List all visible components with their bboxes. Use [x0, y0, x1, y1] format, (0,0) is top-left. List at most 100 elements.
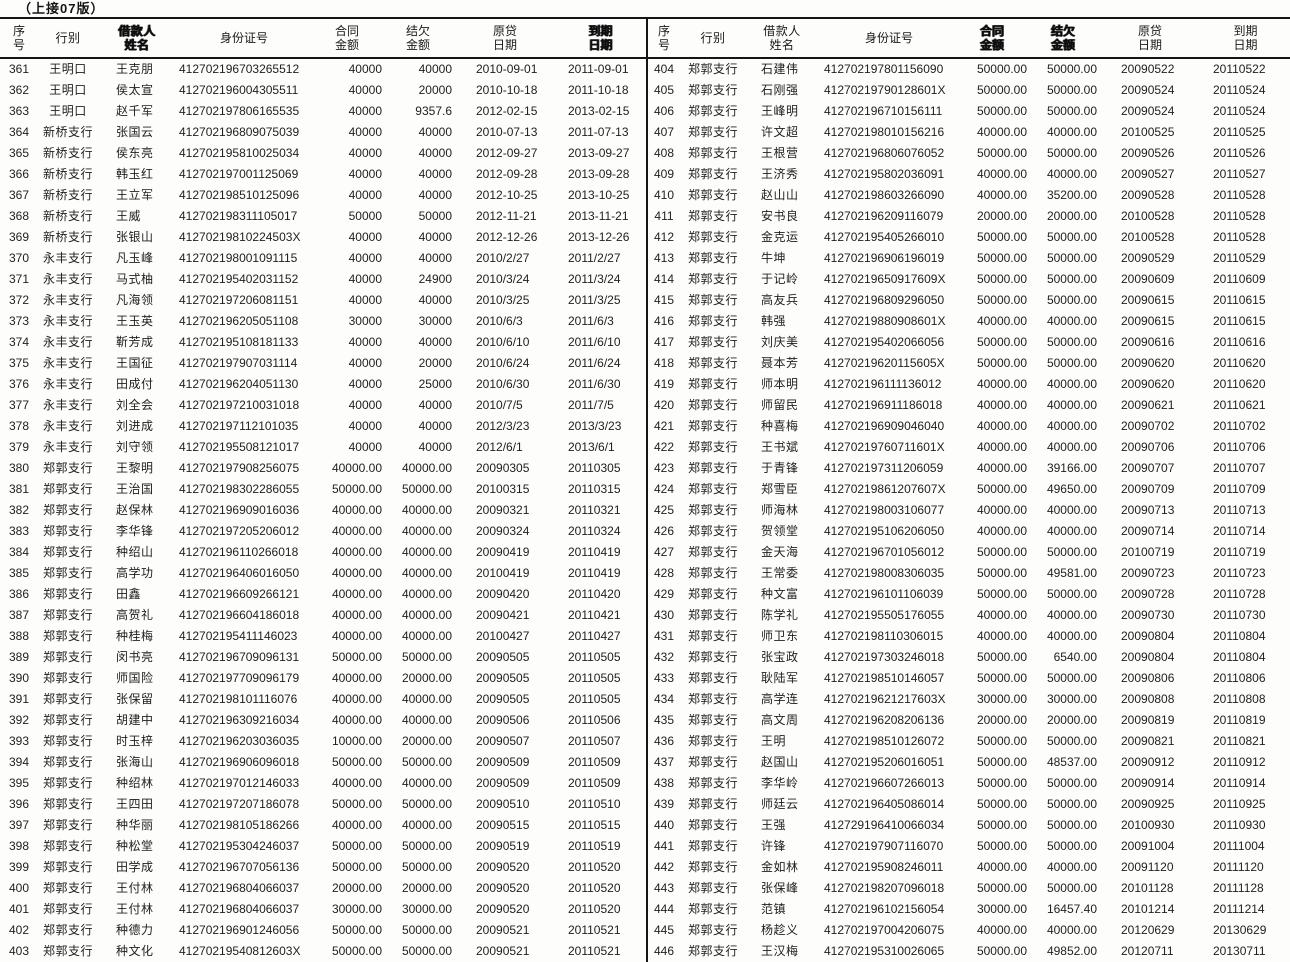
- loan-date-cell: 20090522: [1121, 62, 1175, 76]
- contract-amount-cell: 50000.00: [976, 776, 1027, 790]
- contract-amount-cell: 40000.00: [976, 629, 1027, 643]
- branch-cell: 郑郭支行: [687, 104, 738, 118]
- outstanding-amount-cell: 35200.00: [1046, 188, 1097, 202]
- contract-amount-cell: 40000.00: [976, 167, 1027, 181]
- outstanding-amount-cell: 9357.6: [415, 104, 452, 118]
- column-header-id-number: 身份证号: [176, 19, 312, 57]
- column-header-line: 日期: [588, 38, 613, 52]
- table-row: 446 郑郭支行 王汉梅 412702195310026065 50000.00 4985…: [645, 941, 1290, 962]
- contract-amount-cell: 50000.00: [976, 881, 1027, 895]
- table-row: 390 郑郭支行 师国险 412702197709096179 40000.00 2000…: [0, 668, 645, 689]
- due-date-cell: 20110528: [1213, 188, 1266, 202]
- contract-amount-cell: 40000: [348, 125, 382, 139]
- table-row: 363 王明口 赵千军 412702197806165535 40000 9357.6 20…: [0, 101, 645, 122]
- due-date-cell: 20110526: [1213, 146, 1266, 160]
- id-number-cell: 41270219880908601X: [824, 314, 946, 328]
- table-row: 411 郑郭支行 安书良 412702196209116079 20000.00 2000…: [645, 206, 1290, 227]
- borrower-name-cell: 张国云: [116, 125, 154, 139]
- serial-cell: 443: [653, 881, 675, 895]
- outstanding-amount-cell: 40000: [418, 62, 452, 76]
- contract-amount-cell: 40000.00: [331, 629, 382, 643]
- borrower-name-cell: 赵保林: [116, 503, 154, 517]
- contract-amount-cell: 40000.00: [976, 419, 1027, 433]
- outstanding-amount-cell: 50000.00: [401, 755, 452, 769]
- due-date-cell: 20110808: [1213, 692, 1266, 706]
- loan-date-cell: 2012-09-28: [476, 167, 538, 181]
- outstanding-amount-cell: 50000.00: [1046, 356, 1097, 370]
- table-row: 409 郑郭支行 王济秀 412702195802036091 40000.00 4000…: [645, 164, 1290, 185]
- loan-date-cell: 20090506: [476, 713, 530, 727]
- branch-cell: 郑郭支行: [687, 608, 738, 622]
- serial-cell: 429: [653, 587, 675, 601]
- loan-date-cell: 20090324: [476, 524, 530, 538]
- loan-date-cell: 20090520: [476, 860, 530, 874]
- due-date-cell: 20110419: [568, 566, 621, 580]
- borrower-name-cell: 金克运: [761, 230, 799, 244]
- id-number-cell: 412702198510125096: [179, 188, 300, 202]
- serial-cell: 406: [653, 104, 675, 118]
- branch-cell: 郑郭支行: [687, 944, 738, 958]
- branch-cell: 郑郭支行: [687, 629, 738, 643]
- table-row: 395 郑郭支行 种绍林 412702197012146033 40000.00 4000…: [0, 773, 645, 794]
- due-date-cell: 2011/3/25: [568, 293, 621, 307]
- outstanding-amount-cell: 49650.00: [1046, 482, 1097, 496]
- table-row: 413 郑郭支行 牛坤 412702196906196019 50000.00 50000…: [645, 248, 1290, 269]
- serial-cell: 416: [653, 314, 675, 328]
- id-number-cell: 412702196909016036: [179, 503, 300, 517]
- id-number-cell: 412702198302286055: [179, 482, 300, 496]
- table-panel-left: 序号行别 借款人 姓名 身份证号 合同 金额 结欠 金额 原贷 日期 到期 日期 361 王明口 王克朋 41…: [0, 19, 645, 962]
- id-number-cell: 412702196709096131: [179, 650, 300, 664]
- table-row: 385 郑郭支行 高学功 412702196406016050 40000.00 4000…: [0, 563, 645, 584]
- serial-cell: 431: [653, 629, 675, 643]
- column-header-line: 原贷: [492, 24, 517, 38]
- table-row: 384 郑郭支行 种绍山 412702196110266018 40000.00 4000…: [0, 542, 645, 563]
- loan-date-cell: 20090305: [476, 461, 530, 475]
- due-date-cell: 20111128: [1213, 881, 1264, 895]
- table-row: 403 郑郭支行 种文化 41270219540812603X 50000.00 5000…: [0, 941, 645, 962]
- id-number-cell: 412702196604186018: [179, 608, 300, 622]
- serial-cell: 418: [653, 356, 675, 370]
- table-row: 375 永丰支行 王国征 412702197907031114 40000 20000 20…: [0, 353, 645, 374]
- due-date-cell: 2013/3/23: [568, 419, 622, 433]
- id-number-cell: 41270219810224503X: [179, 230, 301, 244]
- loan-date-cell: 2010/6/30: [476, 377, 530, 391]
- id-number-cell: 412702196804066037: [179, 881, 300, 895]
- branch-cell: 永丰支行: [42, 293, 93, 307]
- contract-amount-cell: 20000.00: [331, 881, 382, 895]
- serial-cell: 379: [8, 440, 30, 454]
- outstanding-amount-cell: 50000.00: [1046, 146, 1097, 160]
- loan-date-cell: 20120711: [1121, 944, 1174, 958]
- contract-amount-cell: 50000.00: [976, 566, 1027, 580]
- borrower-name-cell: 侯太宣: [116, 83, 154, 97]
- branch-cell: 郑郭支行: [687, 860, 738, 874]
- due-date-cell: 20110419: [568, 545, 621, 559]
- contract-amount-cell: 40000.00: [331, 461, 382, 475]
- id-number-cell: 412702195402031152: [179, 272, 299, 286]
- contract-amount-cell: 40000.00: [331, 608, 382, 622]
- outstanding-amount-cell: 50000.00: [401, 839, 452, 853]
- borrower-name-cell: 许文超: [761, 125, 799, 139]
- serial-cell: 420: [653, 398, 675, 412]
- branch-cell: 新桥支行: [42, 125, 93, 139]
- column-header-due-date: 到期 日期: [556, 19, 645, 57]
- serial-cell: 415: [653, 293, 675, 307]
- loan-date-cell: 20090728: [1121, 587, 1175, 601]
- contract-amount-cell: 40000: [348, 335, 382, 349]
- branch-cell: 郑郭支行: [42, 629, 93, 643]
- id-number-cell: 412702196111136012: [824, 377, 942, 391]
- borrower-name-cell: 种绍山: [116, 545, 154, 559]
- id-number-cell: 412729196410066034: [824, 818, 945, 832]
- borrower-name-cell: 王济秀: [761, 167, 799, 181]
- table-row: 415 郑郭支行 高友兵 412702196809296050 50000.00 5000…: [645, 290, 1290, 311]
- borrower-name-cell: 刘全会: [116, 398, 154, 412]
- branch-cell: 郑郭支行: [687, 566, 738, 580]
- contract-amount-cell: 50000.00: [976, 839, 1027, 853]
- serial-cell: 364: [8, 125, 30, 139]
- id-number-cell: 412702195508121017: [179, 440, 300, 454]
- contract-amount-cell: 50000: [348, 209, 382, 223]
- id-number-cell: 412702197205206012: [179, 524, 300, 538]
- id-number-cell: 412702195106206050: [824, 524, 945, 538]
- loan-date-cell: 20090723: [1121, 566, 1175, 580]
- branch-cell: 郑郭支行: [687, 524, 738, 538]
- id-number-cell: 412702196804066037: [179, 902, 300, 916]
